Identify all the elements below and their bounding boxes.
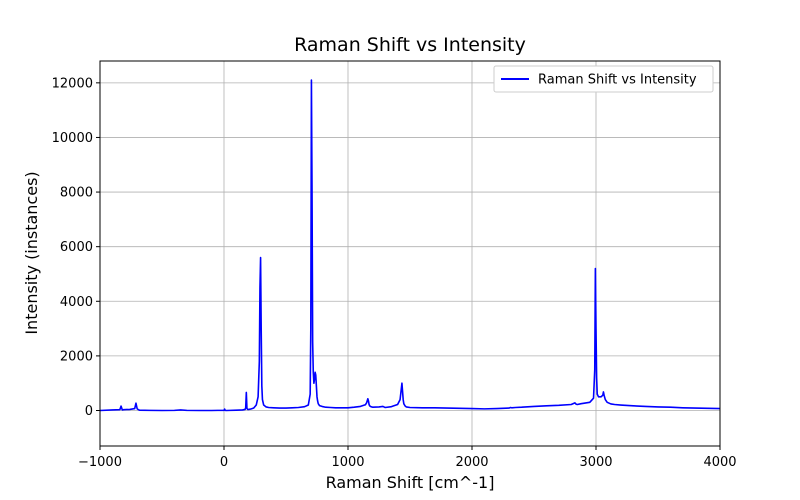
series-layer: [99, 79, 721, 412]
y-tick-label: 12000: [52, 76, 93, 91]
x-tick-label: 2000: [455, 455, 488, 470]
series-line-0: [99, 79, 721, 412]
legend: Raman Shift vs Intensity: [493, 65, 714, 93]
grid: [99, 61, 721, 446]
plot-frame: [99, 60, 721, 447]
x-tick-label: −1000: [78, 455, 122, 470]
chart-title: Raman Shift vs Intensity: [294, 34, 526, 56]
y-tick-label: 2000: [60, 349, 93, 364]
y-tick-label: 0: [85, 404, 93, 419]
x-tick-label: 4000: [703, 455, 736, 470]
y-tick-label: 6000: [60, 240, 93, 255]
y-tick-label: 10000: [52, 131, 93, 146]
legend-label: Raman Shift vs Intensity: [538, 73, 697, 88]
legend-box: [493, 65, 714, 93]
x-axis-title: Raman Shift [cm^-1]: [326, 473, 495, 492]
y-tick-label: 4000: [60, 295, 93, 310]
x-tick-label: 3000: [579, 455, 612, 470]
ticks: −1000 0 1000 2000 3000 4000 0 2000 4000 6000 8000 1…: [52, 76, 737, 470]
x-tick-label: 0: [220, 455, 228, 470]
x-tick-label: 1000: [331, 455, 364, 470]
y-axis-title: Intensity (instances): [22, 171, 41, 334]
y-tick-label: 8000: [60, 186, 93, 201]
